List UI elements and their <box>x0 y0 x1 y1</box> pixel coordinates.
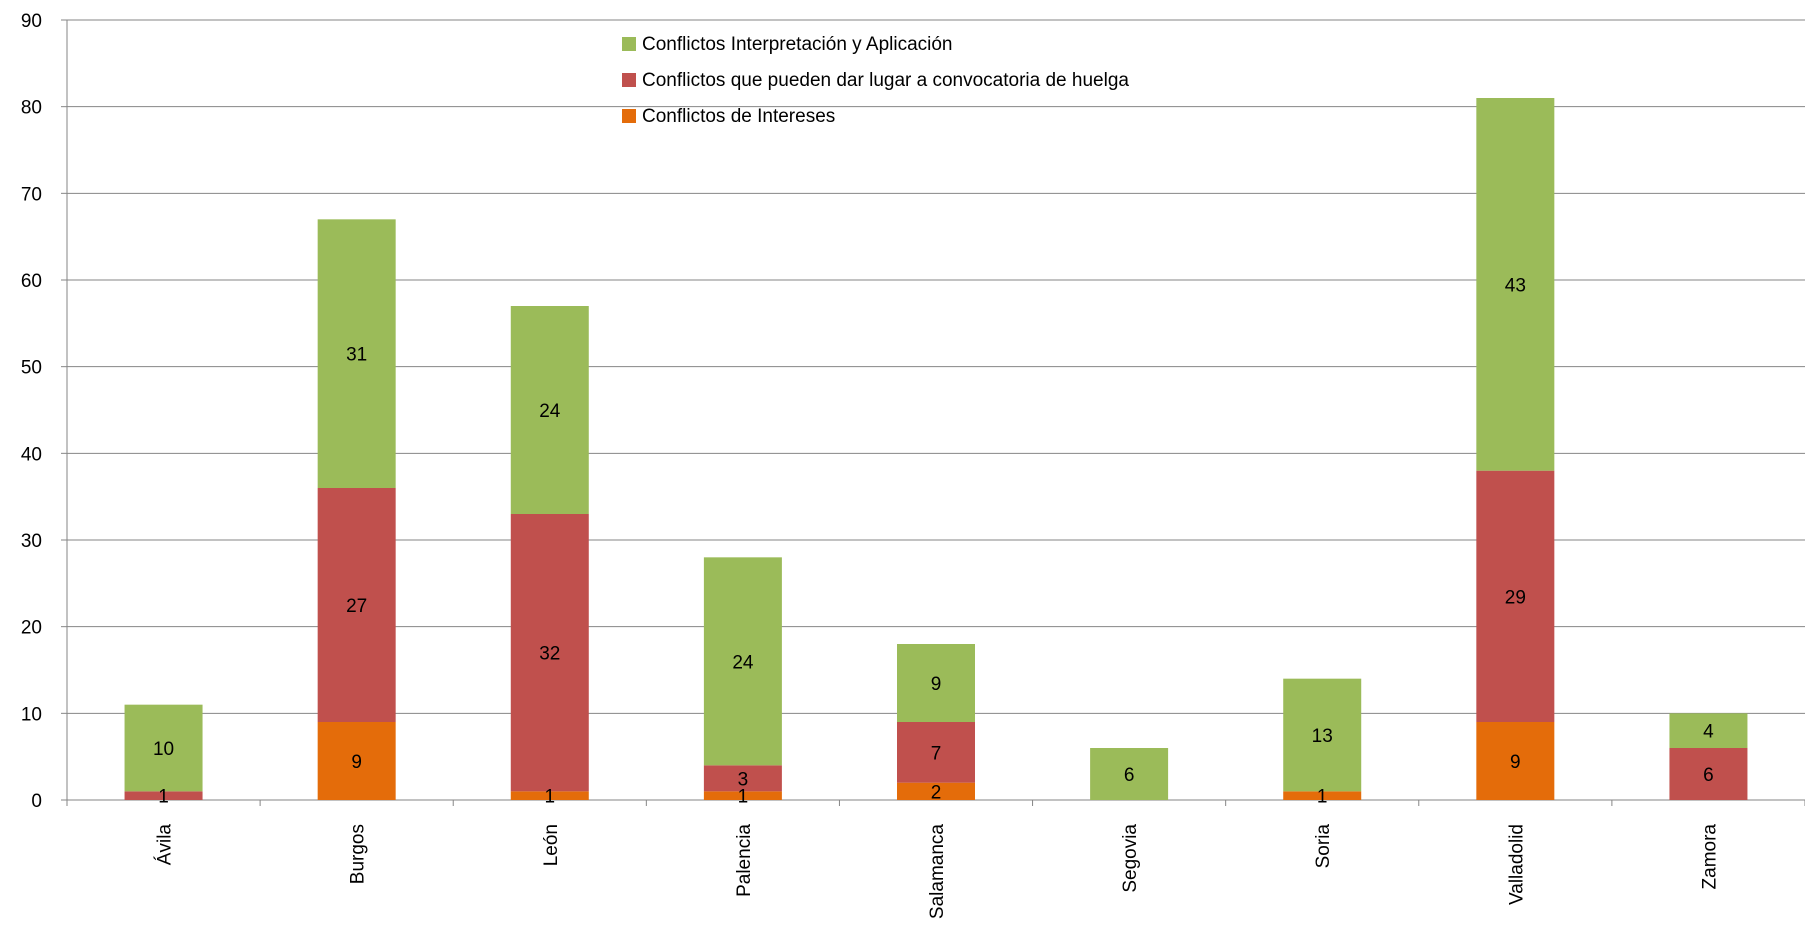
y-tick-label: 10 <box>21 704 42 725</box>
data-label: 6 <box>1124 765 1135 786</box>
x-category-label: Ávila <box>155 824 176 866</box>
data-label: 3 <box>738 769 749 790</box>
data-label: 13 <box>1312 726 1333 747</box>
data-label: 43 <box>1505 275 1526 296</box>
bar-segment <box>1283 678 1362 792</box>
data-label: 6 <box>1703 765 1714 786</box>
bar-segment <box>124 791 203 800</box>
bar-segment <box>1476 470 1555 722</box>
data-label: 32 <box>539 644 560 665</box>
y-tick-label: 60 <box>21 271 42 292</box>
data-label: 9 <box>1510 752 1521 773</box>
y-tick-label: 20 <box>21 618 42 639</box>
x-category-label: Burgos <box>348 824 369 884</box>
bar-segment <box>317 488 396 722</box>
data-label: 24 <box>539 401 561 422</box>
bar-segment <box>897 782 975 800</box>
y-tick-label: 0 <box>31 791 42 812</box>
bar-segment <box>897 722 975 783</box>
bar-segment <box>703 791 782 800</box>
data-label: 1 <box>158 787 169 808</box>
bar-segment <box>317 219 396 489</box>
y-tick-label: 50 <box>21 358 42 379</box>
x-category-label: Palencia <box>734 824 755 897</box>
data-label: 1 <box>738 787 749 808</box>
legend-swatch <box>622 73 636 87</box>
legend-label: Conflictos de Intereses <box>642 106 835 127</box>
bar-segment <box>897 644 975 722</box>
y-tick-label: 90 <box>21 11 42 32</box>
bar-segment <box>703 765 782 792</box>
axes: 0 10 20 30 40 50 60 70 80 90 Ávila Burgos León Palenc… <box>21 11 1805 919</box>
bar-segment <box>1476 722 1555 800</box>
data-label: 1 <box>1317 787 1328 808</box>
data-label: 9 <box>351 752 362 773</box>
bar-segment <box>703 557 782 766</box>
bar-segment <box>1476 98 1555 471</box>
data-label: 1 <box>544 787 555 808</box>
bar-segment <box>124 704 203 792</box>
data-label: 7 <box>931 743 942 764</box>
legend-label: Conflictos que pueden dar lugar a convoc… <box>642 70 1129 91</box>
bar-segment <box>1283 791 1362 800</box>
bar-segment <box>1090 748 1169 800</box>
bar-segment <box>317 722 396 800</box>
y-tick-label: 70 <box>21 184 42 205</box>
x-category-label: Soria <box>1313 824 1334 869</box>
x-category-label: Zamora <box>1699 824 1720 890</box>
legend-swatch <box>622 109 636 123</box>
data-label: 10 <box>153 739 174 760</box>
bar-segment <box>510 514 589 792</box>
data-label: 2 <box>931 782 942 803</box>
data-label: 4 <box>1703 722 1714 743</box>
data-label: 31 <box>346 345 367 366</box>
data-label: 9 <box>931 674 942 695</box>
x-category-label: Segovia <box>1120 824 1141 893</box>
y-tick-label: 40 <box>21 444 42 465</box>
y-tick-label: 80 <box>21 98 42 119</box>
bar-segment <box>510 306 589 514</box>
y-tick-label: 30 <box>21 531 42 552</box>
legend-label: Conflictos Interpretación y Aplicación <box>642 34 953 55</box>
x-category-label: León <box>541 824 562 866</box>
bar-segment <box>1669 748 1748 800</box>
data-label: 24 <box>732 652 754 673</box>
bars <box>124 98 1748 800</box>
legend: Conflictos Interpretación y Aplicación Co… <box>622 34 1129 127</box>
bar-segment <box>510 791 589 800</box>
x-category-label: Valladolid <box>1506 824 1527 905</box>
data-label: 27 <box>346 596 367 617</box>
x-category-label: Salamanca <box>927 824 948 919</box>
legend-swatch <box>622 37 636 51</box>
data-label: 29 <box>1505 587 1526 608</box>
bar-segment <box>1669 713 1748 748</box>
